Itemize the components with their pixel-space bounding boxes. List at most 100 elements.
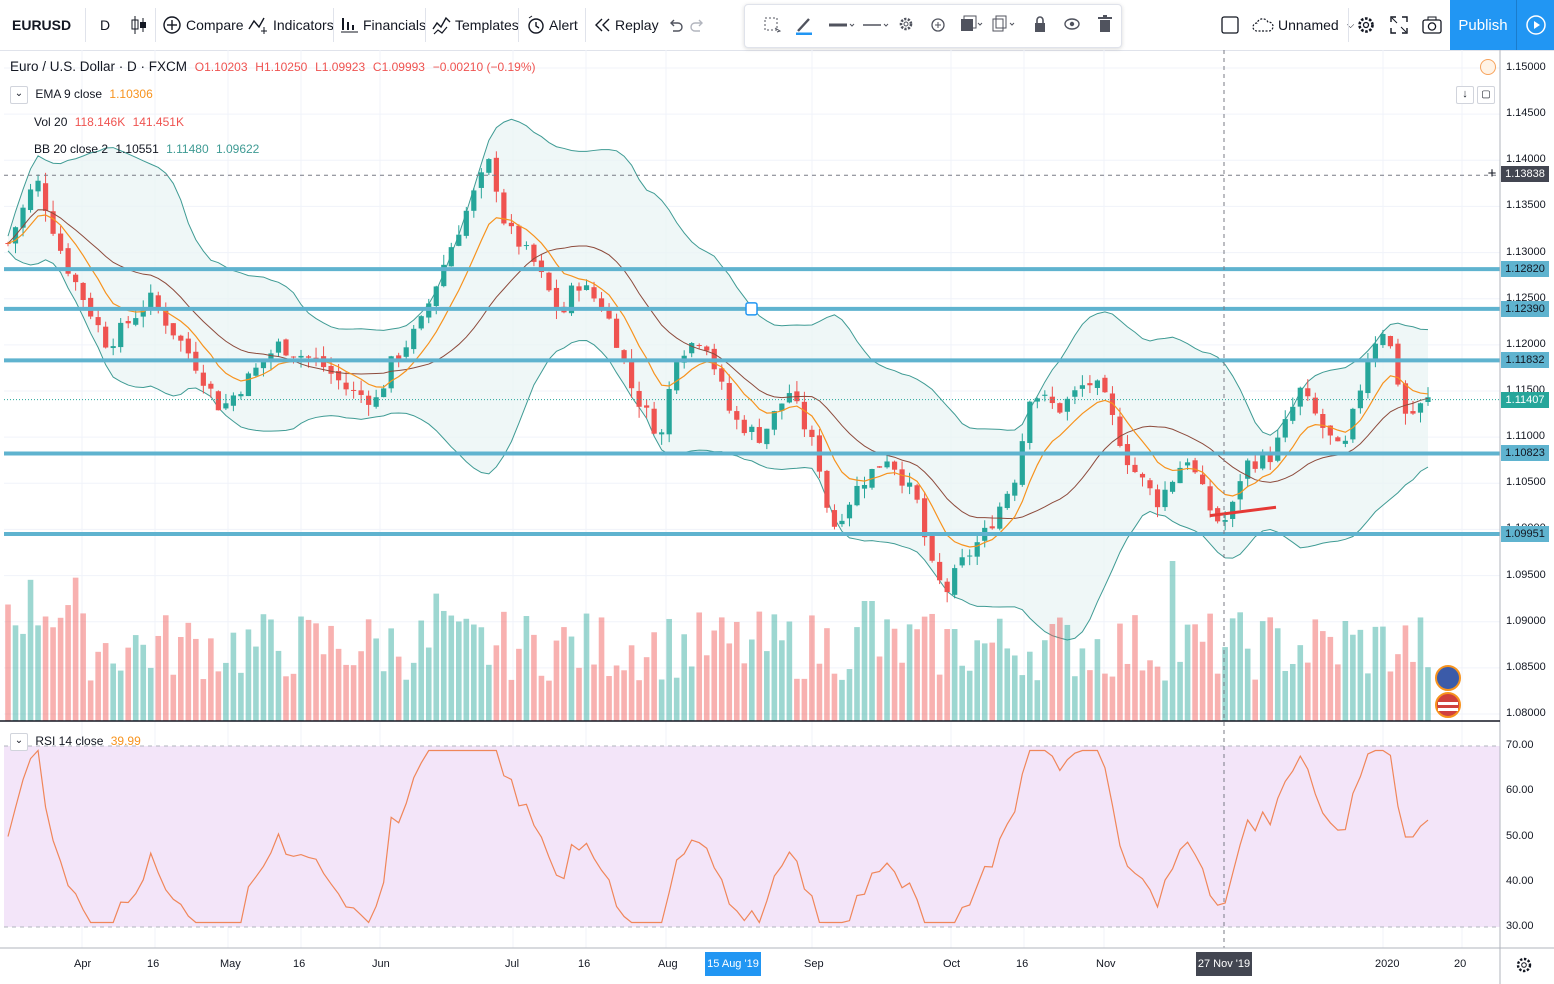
time-tick-label: 16 [293, 958, 306, 970]
candle-body [27, 189, 34, 211]
visual-order-icon[interactable] [959, 15, 985, 37]
candle-body [1387, 336, 1394, 347]
volume-bar [1004, 648, 1011, 721]
candle-body [42, 183, 49, 211]
publish-button[interactable]: Publish [1450, 0, 1516, 50]
select-tool-icon[interactable] [761, 15, 783, 37]
level-price-tag: 1.09951 [1501, 525, 1549, 542]
volume-bar [132, 635, 139, 721]
economic-events-icon[interactable] [1430, 664, 1466, 720]
candle-body [57, 233, 64, 251]
volume-bar [508, 679, 515, 721]
replay-icon [595, 18, 610, 32]
candle-body [1410, 411, 1416, 414]
candle-body [839, 520, 845, 525]
volume-bar [1237, 612, 1243, 721]
maximize-pane-icon[interactable]: ▢ [1477, 86, 1495, 104]
lock-icon[interactable] [1029, 15, 1051, 37]
candle-body [1004, 493, 1010, 509]
templates-button[interactable]: Templates [432, 0, 519, 50]
candle-body [1365, 361, 1371, 394]
interval-button[interactable]: D [100, 17, 111, 33]
volume-bar [1132, 615, 1138, 721]
candle-body [929, 535, 935, 561]
candle-body [208, 383, 214, 389]
volume-bar [298, 616, 304, 721]
candle-body [606, 308, 612, 319]
chevron-down-icon[interactable]: ⌄ [10, 733, 28, 751]
snapshot-button[interactable] [1422, 0, 1442, 50]
publish-dropdown-button[interactable] [1516, 0, 1554, 50]
alert-button[interactable]: Alert [526, 0, 578, 50]
bb-upper-value: 1.11480 [166, 142, 209, 156]
symbol-search[interactable]: EURUSD [12, 17, 72, 33]
rsi-tick-label: 30.00 [1506, 920, 1534, 932]
fullscreen-button[interactable] [1390, 0, 1408, 50]
volume-bar [538, 675, 545, 721]
clone-icon[interactable] [991, 15, 1017, 37]
candle-body [1230, 501, 1236, 519]
line-style-icon[interactable] [861, 15, 891, 37]
gear-icon[interactable] [1514, 955, 1534, 975]
redo-icon [690, 19, 703, 32]
chevron-down-icon[interactable]: ⌄ [10, 86, 28, 104]
horizontal-levels[interactable] [4, 267, 1500, 536]
volume-bar [643, 657, 650, 721]
bollinger-bands [7, 118, 1429, 641]
candle-body [1282, 419, 1288, 438]
alert-add-icon[interactable] [927, 15, 949, 37]
volume-bar [162, 615, 169, 721]
compare-button[interactable]: Compare [162, 0, 244, 50]
settings-button[interactable] [1356, 0, 1376, 50]
candle-body [73, 274, 79, 283]
ema-legend: ⌄ EMA 9 close 1.10306 [10, 86, 157, 104]
info-icon[interactable] [1480, 59, 1496, 75]
rsi-tick-label: 60.00 [1506, 784, 1534, 797]
plus-icon[interactable]: + [1487, 165, 1497, 182]
volume-bar [350, 665, 357, 721]
volume-bar [1320, 631, 1326, 721]
bb-label: BB 20 close 2 [34, 142, 109, 156]
pencil-icon[interactable] [793, 15, 815, 37]
undo-button[interactable] [667, 0, 683, 50]
volume-bar [57, 617, 64, 721]
candle-body [1049, 396, 1055, 404]
financials-button[interactable]: Financials [340, 0, 426, 50]
volume-bar [726, 643, 733, 721]
volume-bar [869, 601, 875, 721]
volume-bar [876, 656, 883, 721]
trash-icon[interactable] [1094, 15, 1116, 37]
volume-bar [779, 640, 785, 721]
select-all-checkbox[interactable] [1221, 0, 1239, 50]
volume-bar [1244, 648, 1251, 721]
candle-body [531, 244, 537, 262]
arrow-down-icon[interactable]: ↓ [1456, 86, 1474, 104]
gear-icon[interactable] [895, 15, 917, 37]
layout-name-button[interactable]: Unnamed ⌵ [1252, 0, 1354, 50]
candle-body [1132, 464, 1138, 473]
volume-bar [380, 671, 387, 721]
volume-bar [328, 625, 334, 721]
drawing-toolbar [744, 4, 1122, 48]
volume-bar [688, 666, 695, 721]
volume-bar [839, 679, 845, 721]
replay-button[interactable]: Replay [594, 0, 659, 50]
chart-type-button[interactable] [130, 0, 148, 50]
crosshair-time-label: 27 Nov '19 [1196, 952, 1252, 976]
candle-body [80, 282, 86, 301]
candle-body [275, 341, 282, 353]
redo-button[interactable] [690, 0, 706, 50]
candle-body [65, 248, 71, 274]
volume-bar [1087, 670, 1093, 721]
alert-icon [528, 15, 544, 34]
candle-body [1169, 481, 1176, 492]
indicators-button[interactable]: Indicators [248, 0, 334, 50]
line-width-icon[interactable] [827, 15, 857, 37]
candle-body [1350, 408, 1356, 440]
volume-bar [373, 638, 379, 721]
volume-bar [185, 622, 192, 721]
candle-body [553, 287, 560, 309]
eye-icon[interactable] [1061, 15, 1083, 37]
price-tick-label: 1.14500 [1506, 107, 1546, 120]
chart-canvas[interactable] [0, 50, 1554, 984]
